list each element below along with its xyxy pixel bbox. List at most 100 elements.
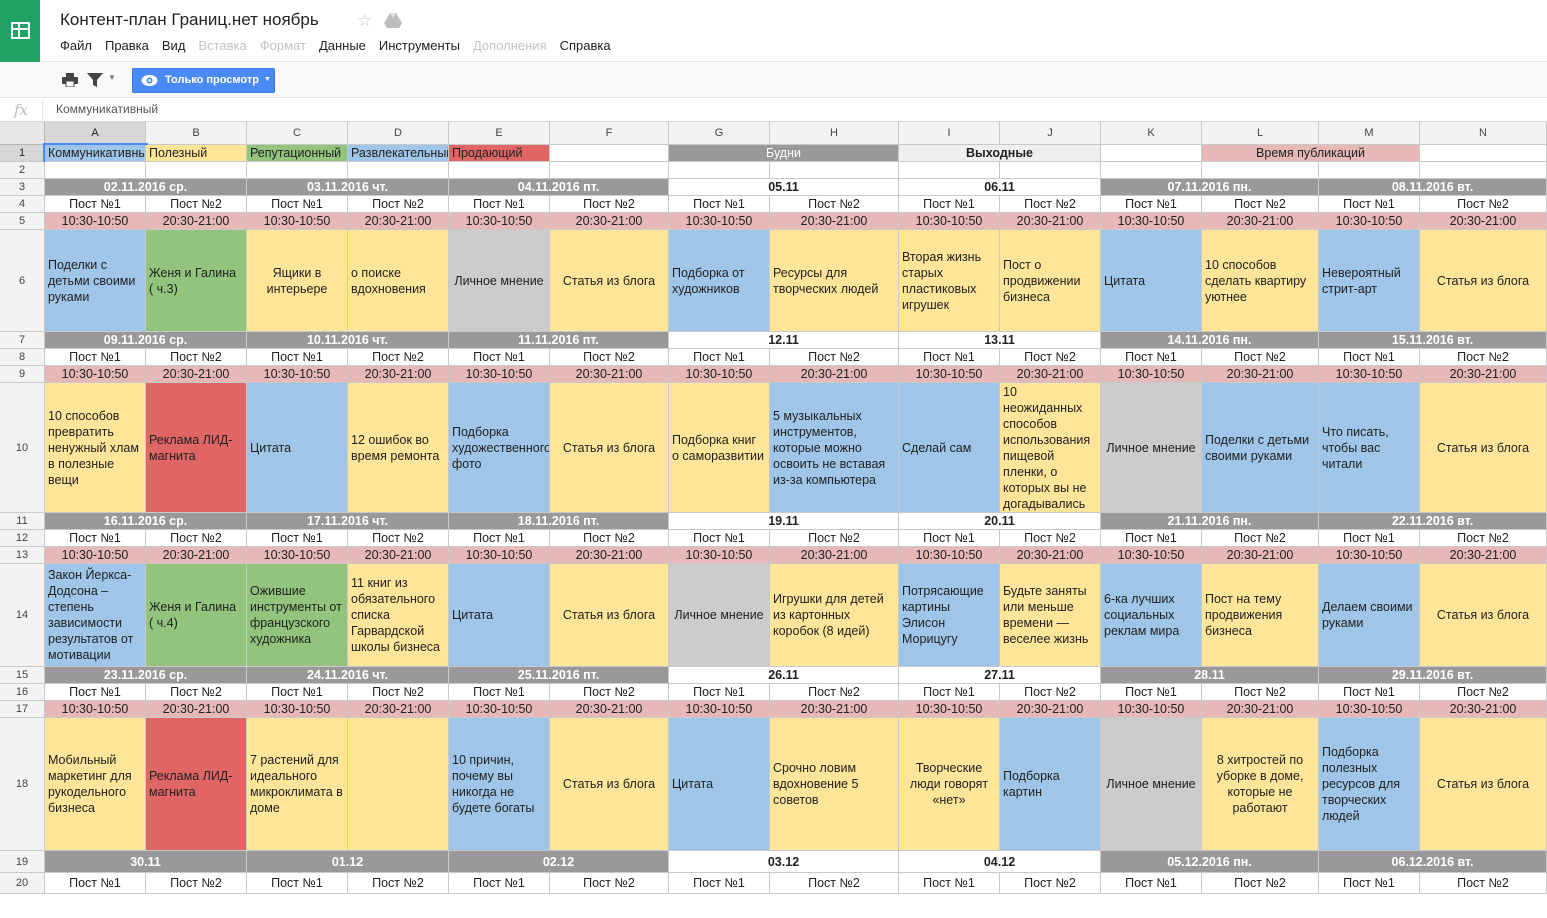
cell[interactable]: Пост №2: [550, 684, 669, 701]
cell[interactable]: Статья из блога: [1420, 383, 1547, 513]
cell[interactable]: 10:30-10:50: [669, 366, 770, 383]
cell[interactable]: Творческие люди говорят «нет»: [899, 718, 1000, 851]
cell[interactable]: Пост о продвижении бизнеса: [1000, 230, 1101, 332]
cell[interactable]: Подборка от художников: [669, 230, 770, 332]
cell[interactable]: Пост №2: [1420, 530, 1547, 547]
cell[interactable]: [1101, 145, 1202, 162]
cell[interactable]: 11.11.2016 пт.: [449, 332, 669, 349]
cell[interactable]: Невероятный стрит-арт: [1319, 230, 1420, 332]
cell[interactable]: Полезный: [146, 145, 247, 162]
cell[interactable]: Пост №1: [45, 684, 146, 701]
column-header[interactable]: A: [45, 122, 146, 145]
cell[interactable]: 20:30-21:00: [146, 701, 247, 718]
cell[interactable]: Сделай сам: [899, 383, 1000, 513]
row-header[interactable]: 3: [0, 179, 45, 196]
cell[interactable]: 03.12: [669, 851, 899, 873]
cell[interactable]: 7 растений для идеального микроклимата в…: [247, 718, 348, 851]
cell[interactable]: 10:30-10:50: [449, 213, 550, 230]
cell[interactable]: Потрясающие картины Элисон Морицугу: [899, 564, 1000, 667]
cell[interactable]: 10:30-10:50: [1101, 547, 1202, 564]
cell[interactable]: 21.11.2016 пн.: [1101, 513, 1319, 530]
row-header[interactable]: 14: [0, 564, 45, 667]
column-header[interactable]: E: [449, 122, 550, 145]
cell[interactable]: [1202, 162, 1319, 179]
cell[interactable]: 10.11.2016 чт.: [247, 332, 449, 349]
cell[interactable]: 20:30-21:00: [770, 701, 899, 718]
cell[interactable]: [1101, 162, 1202, 179]
cell[interactable]: 10:30-10:50: [45, 547, 146, 564]
cell[interactable]: Будьте заняты или меньше времени — весел…: [1000, 564, 1101, 667]
cell[interactable]: [146, 162, 247, 179]
cell[interactable]: Пост №1: [899, 873, 1000, 894]
cell[interactable]: Пост №1: [1101, 349, 1202, 366]
cell[interactable]: Пост №2: [146, 530, 247, 547]
column-header[interactable]: B: [146, 122, 247, 145]
cell[interactable]: 10:30-10:50: [669, 213, 770, 230]
cell[interactable]: 29.11.2016 вт.: [1319, 667, 1547, 684]
cell[interactable]: Пост №2: [348, 530, 449, 547]
cell[interactable]: Цитата: [247, 383, 348, 513]
row-header[interactable]: 11: [0, 513, 45, 530]
cell[interactable]: Пост №1: [1101, 196, 1202, 213]
cell[interactable]: Цитата: [1101, 230, 1202, 332]
menu-item[interactable]: Файл: [60, 38, 92, 53]
cell[interactable]: Ресурсы для творческих людей: [770, 230, 899, 332]
cell[interactable]: [1420, 145, 1547, 162]
cell[interactable]: Пост №1: [247, 873, 348, 894]
column-header[interactable]: I: [899, 122, 1000, 145]
cell[interactable]: 10:30-10:50: [449, 547, 550, 564]
cell[interactable]: 20:30-21:00: [1202, 701, 1319, 718]
cell[interactable]: Пост №2: [1000, 873, 1101, 894]
cell[interactable]: Личное мнение: [669, 564, 770, 667]
cell[interactable]: Пост №2: [1000, 349, 1101, 366]
cell[interactable]: Пост №1: [669, 873, 770, 894]
cell[interactable]: 25.11.2016 пт.: [449, 667, 669, 684]
cell[interactable]: 20:30-21:00: [348, 213, 449, 230]
cell[interactable]: Пост №1: [449, 873, 550, 894]
cell[interactable]: Статья из блога: [550, 564, 669, 667]
cell[interactable]: 28.11: [1101, 667, 1319, 684]
print-icon[interactable]: [62, 73, 78, 87]
cell[interactable]: Пост №2: [1420, 349, 1547, 366]
cell[interactable]: 6-ка лучших социальных реклам мира: [1101, 564, 1202, 667]
cell[interactable]: 02.11.2016 ср.: [45, 179, 247, 196]
row-header[interactable]: 5: [0, 213, 45, 230]
cell[interactable]: 14.11.2016 пн.: [1101, 332, 1319, 349]
cell[interactable]: Цитата: [669, 718, 770, 851]
column-header[interactable]: G: [669, 122, 770, 145]
cell[interactable]: 06.12.2016 вт.: [1319, 851, 1547, 873]
cell[interactable]: Пост №2: [348, 684, 449, 701]
column-header[interactable]: D: [348, 122, 449, 145]
cell[interactable]: Пост №1: [669, 530, 770, 547]
cell[interactable]: Пост №1: [1101, 873, 1202, 894]
cell[interactable]: Личное мнение: [1101, 718, 1202, 851]
view-only-button[interactable]: Только просмотр ▼: [132, 68, 275, 93]
cell[interactable]: Пост №2: [770, 530, 899, 547]
cell[interactable]: Пост №1: [899, 349, 1000, 366]
cell[interactable]: Пост №2: [1202, 349, 1319, 366]
cell[interactable]: Пост №2: [1420, 873, 1547, 894]
cell[interactable]: 20:30-21:00: [146, 213, 247, 230]
cell[interactable]: 20:30-21:00: [1000, 547, 1101, 564]
cell[interactable]: [247, 162, 348, 179]
column-header[interactable]: C: [247, 122, 348, 145]
cell[interactable]: [449, 162, 550, 179]
cell[interactable]: Пост №1: [247, 196, 348, 213]
cell[interactable]: 10:30-10:50: [247, 213, 348, 230]
row-header[interactable]: 9: [0, 366, 45, 383]
cell[interactable]: Пост №2: [146, 684, 247, 701]
star-icon[interactable]: ☆: [357, 11, 373, 30]
cell[interactable]: 30.11: [45, 851, 247, 873]
cell[interactable]: Развлекательный: [348, 145, 449, 162]
document-title[interactable]: Контент-план Границ.нет ноябрь: [60, 10, 319, 29]
cell[interactable]: Выходные: [899, 145, 1101, 162]
cell[interactable]: 10:30-10:50: [899, 547, 1000, 564]
cell[interactable]: Пост №1: [247, 349, 348, 366]
cell[interactable]: Пост №1: [899, 684, 1000, 701]
cell[interactable]: 20:30-21:00: [550, 366, 669, 383]
cell[interactable]: [1000, 162, 1101, 179]
cell[interactable]: 8 хитростей по уборке в доме, которые не…: [1202, 718, 1319, 851]
cell[interactable]: Время публикаций: [1202, 145, 1420, 162]
cell[interactable]: Пост №2: [550, 349, 669, 366]
cell[interactable]: [348, 162, 449, 179]
